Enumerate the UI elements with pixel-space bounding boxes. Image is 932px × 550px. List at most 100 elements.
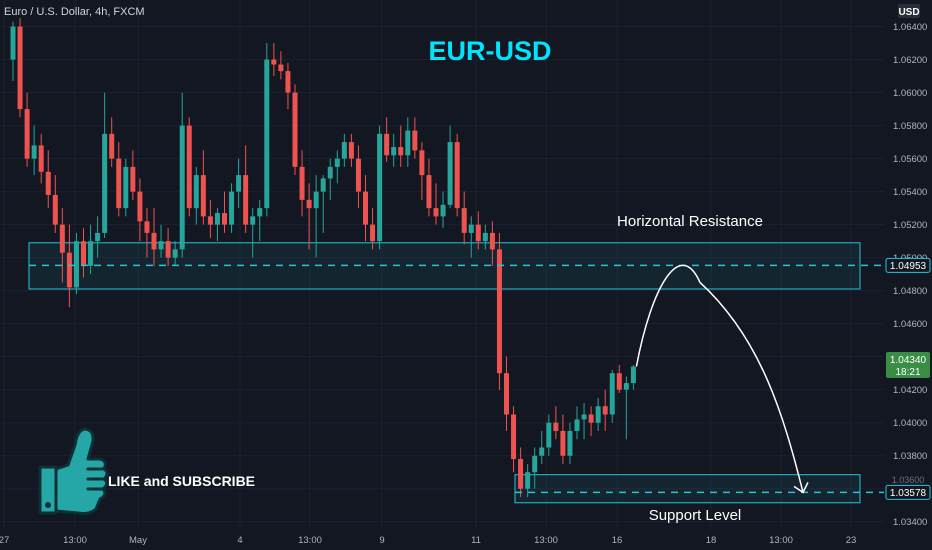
- candle-body: [370, 224, 376, 242]
- currency-label: USD: [898, 7, 919, 18]
- candle-body: [327, 166, 333, 179]
- time-tick-label: 27: [0, 535, 9, 546]
- candle-body: [52, 194, 58, 225]
- candle-body: [426, 175, 432, 209]
- candle-body: [214, 213, 220, 225]
- candle-body: [264, 59, 270, 209]
- candle-body: [306, 199, 312, 209]
- candle-body: [377, 133, 383, 242]
- candle-body: [59, 224, 65, 253]
- symbol-info[interactable]: Euro / U.S. Dollar, 4h, FXCM: [4, 6, 145, 18]
- candle-body: [95, 232, 101, 242]
- candles: [10, 18, 636, 497]
- candle-body: [158, 241, 164, 250]
- time-tick-label: 18: [706, 535, 717, 546]
- candle-body: [186, 125, 192, 209]
- price-tick-label: 1.03800: [893, 451, 927, 462]
- candle-body: [10, 26, 16, 60]
- candle-body: [116, 158, 122, 209]
- candle-body: [440, 204, 446, 217]
- candle-body: [137, 191, 143, 222]
- price-tick-label: 1.05800: [893, 121, 927, 132]
- candle-body: [334, 158, 340, 167]
- candle-body: [271, 59, 277, 65]
- candle-body: [355, 158, 361, 192]
- currency-badge[interactable]: [898, 4, 920, 18]
- candle-body: [384, 133, 390, 156]
- candle-body: [511, 414, 517, 460]
- candle-body: [285, 71, 291, 93]
- candle-body: [461, 208, 467, 233]
- candle-body: [595, 406, 601, 423]
- resistance-label: Horizontal Resistance: [617, 213, 763, 230]
- candle-body: [532, 455, 538, 473]
- time-tick-label: 16: [612, 535, 623, 546]
- candle-body: [447, 142, 453, 205]
- price-tick-label: 1.06000: [893, 88, 927, 99]
- candle-body: [525, 472, 531, 489]
- candle-body: [179, 125, 185, 250]
- candle-body: [31, 145, 37, 159]
- support-zone[interactable]: [514, 474, 861, 504]
- price-tick-label: 1.05600: [893, 154, 927, 165]
- time-tick-label: 13:00: [769, 535, 793, 546]
- candle-body: [200, 175, 206, 217]
- candle-body: [504, 373, 509, 415]
- candle-body: [243, 175, 249, 225]
- time-tick-label: 13:00: [298, 535, 322, 546]
- candle-body: [165, 241, 171, 258]
- candle-body: [588, 414, 594, 423]
- price-tick-label: 1.05400: [893, 187, 927, 198]
- time-tick-label: 23: [846, 535, 857, 546]
- price-tick-label: 1.05200: [893, 220, 927, 231]
- time-tick-label: 4: [237, 535, 242, 546]
- time-axis-bg: [0, 530, 884, 550]
- chart-title: EUR-USD: [428, 36, 551, 66]
- price-tick-label: 1.06200: [893, 55, 927, 66]
- time-tick-label: 13:00: [63, 535, 87, 546]
- candle-body: [391, 147, 397, 156]
- time-tick-label: May: [129, 535, 147, 546]
- candle-body: [193, 175, 199, 209]
- candle-body: [73, 241, 79, 288]
- candle-body: [229, 191, 235, 225]
- candle-body: [454, 142, 460, 209]
- candle-body: [553, 422, 559, 431]
- candle-body: [278, 64, 284, 72]
- candle-body: [405, 130, 411, 156]
- price-tick-label: 1.06400: [893, 22, 927, 33]
- candle-body: [123, 166, 129, 209]
- promo-text: LIKE and SUBSCRIBE: [108, 473, 255, 489]
- candle-body: [341, 142, 347, 159]
- candle-body: [299, 166, 305, 200]
- candle-body: [623, 383, 629, 390]
- candle-body: [363, 191, 368, 225]
- candle-body: [257, 208, 263, 217]
- candle-body: [518, 459, 524, 489]
- time-tick-label: 9: [379, 535, 384, 546]
- candle-body: [130, 166, 136, 192]
- candle-body: [207, 216, 213, 225]
- candle-body: [66, 252, 72, 288]
- candle-body: [45, 171, 51, 195]
- price-tick-label: 1.04000: [893, 418, 927, 429]
- candle-body: [482, 232, 488, 242]
- candle-body: [144, 221, 150, 233]
- candle-body: [433, 208, 439, 217]
- candle-body: [88, 241, 94, 266]
- price-axis-bg: [884, 0, 932, 550]
- thumbs-up-icon: [38, 427, 109, 515]
- candle-body: [616, 373, 622, 390]
- candle-body: [81, 241, 86, 266]
- candle-body: [17, 26, 23, 110]
- candle-body: [539, 447, 545, 456]
- candle-body: [38, 145, 44, 172]
- candle-body: [412, 130, 418, 151]
- resistance-price-tag: 1.04953: [885, 257, 931, 273]
- time-axis[interactable]: 27 13:00 May 4 13:00 9 11 13:00 16 18 13:00 23: [0, 535, 856, 546]
- projection-arrow[interactable]: [635, 264, 804, 493]
- candle-body: [250, 216, 256, 225]
- candle-body: [489, 232, 495, 250]
